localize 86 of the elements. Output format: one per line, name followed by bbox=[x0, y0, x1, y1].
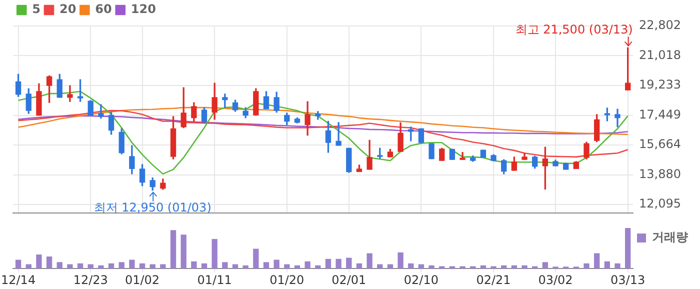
candlestick bbox=[460, 152, 466, 160]
bar bbox=[253, 248, 259, 269]
legend-label: 5 bbox=[32, 2, 40, 16]
bar bbox=[212, 239, 218, 269]
x-tick-label: 02/10 bbox=[404, 272, 439, 287]
bar bbox=[532, 266, 538, 269]
bar bbox=[284, 264, 290, 269]
bar bbox=[118, 262, 124, 269]
bar bbox=[387, 264, 394, 269]
bar bbox=[170, 230, 176, 269]
bar bbox=[439, 266, 445, 269]
bar bbox=[15, 260, 22, 269]
bar bbox=[398, 252, 404, 269]
candlestick bbox=[67, 85, 73, 102]
bar bbox=[377, 264, 383, 269]
y-tick-label: 22,802 bbox=[639, 18, 681, 32]
bar bbox=[470, 266, 476, 269]
bar bbox=[325, 258, 332, 269]
x-tick-label: 01/02 bbox=[124, 272, 160, 287]
bar bbox=[522, 265, 528, 269]
bar bbox=[304, 261, 310, 269]
y-tick-label: 15,664 bbox=[639, 137, 681, 152]
annotation: 최저 12,950 (01/03) bbox=[94, 200, 212, 214]
x-tick-label: 03/02 bbox=[538, 272, 573, 287]
bar bbox=[594, 253, 600, 269]
bar bbox=[356, 263, 362, 269]
bar bbox=[408, 263, 414, 269]
x-tick-label: 12/23 bbox=[73, 272, 108, 287]
bar bbox=[263, 262, 270, 269]
bar bbox=[88, 264, 94, 269]
x-tick-label: 02/01 bbox=[332, 272, 366, 287]
bar bbox=[428, 265, 434, 269]
bar bbox=[98, 265, 104, 269]
x-tick-label: 12/14 bbox=[0, 272, 36, 287]
bar bbox=[294, 265, 300, 269]
bar bbox=[201, 263, 208, 269]
x-tick-label: 01/20 bbox=[270, 272, 304, 287]
bar bbox=[129, 260, 135, 269]
bar bbox=[542, 262, 548, 269]
x-tick-label: 03/13 bbox=[610, 272, 646, 287]
candlestick bbox=[98, 104, 104, 119]
y-tick-label: 13,880 bbox=[639, 166, 681, 181]
bar bbox=[222, 262, 228, 269]
y-tick-label: 19,233 bbox=[639, 78, 681, 92]
legend-label: 60 bbox=[95, 2, 112, 16]
bar bbox=[366, 253, 372, 269]
bar bbox=[511, 265, 518, 269]
bar bbox=[315, 265, 321, 269]
y-tick-label: 21,018 bbox=[639, 48, 681, 62]
bar bbox=[604, 261, 610, 269]
bar bbox=[139, 263, 146, 269]
bar bbox=[26, 264, 32, 269]
bar bbox=[242, 265, 248, 269]
bar bbox=[449, 266, 456, 269]
bar bbox=[584, 263, 590, 269]
y-tick-label: 12,095 bbox=[639, 196, 681, 211]
candlestick bbox=[614, 108, 620, 128]
y-tick-label: 17,449 bbox=[639, 107, 681, 122]
bar bbox=[56, 262, 62, 269]
bar bbox=[150, 264, 156, 269]
bar bbox=[346, 258, 352, 269]
bar bbox=[460, 266, 466, 269]
bar bbox=[77, 263, 84, 269]
bar bbox=[501, 265, 507, 269]
bar bbox=[108, 263, 114, 269]
bar bbox=[46, 256, 52, 269]
bar bbox=[490, 266, 496, 269]
legend-label: 거래량 bbox=[652, 230, 688, 244]
bar bbox=[274, 260, 280, 269]
bar bbox=[36, 254, 42, 269]
annotation: 최고 21,500 (03/13) bbox=[515, 22, 633, 37]
bar bbox=[67, 264, 73, 269]
x-tick-label: 01/11 bbox=[197, 272, 232, 287]
bar bbox=[180, 234, 186, 269]
bar bbox=[191, 261, 197, 269]
legend-label: 120 bbox=[130, 2, 156, 16]
bar bbox=[418, 264, 424, 269]
bar bbox=[625, 228, 631, 269]
legend-label: 20 bbox=[59, 2, 76, 16]
bar bbox=[336, 258, 342, 269]
candlestick bbox=[336, 122, 342, 146]
bar bbox=[480, 265, 486, 269]
bar bbox=[614, 263, 620, 269]
bar bbox=[232, 264, 238, 269]
x-tick-label: 02/21 bbox=[476, 272, 511, 287]
bar bbox=[160, 264, 166, 269]
